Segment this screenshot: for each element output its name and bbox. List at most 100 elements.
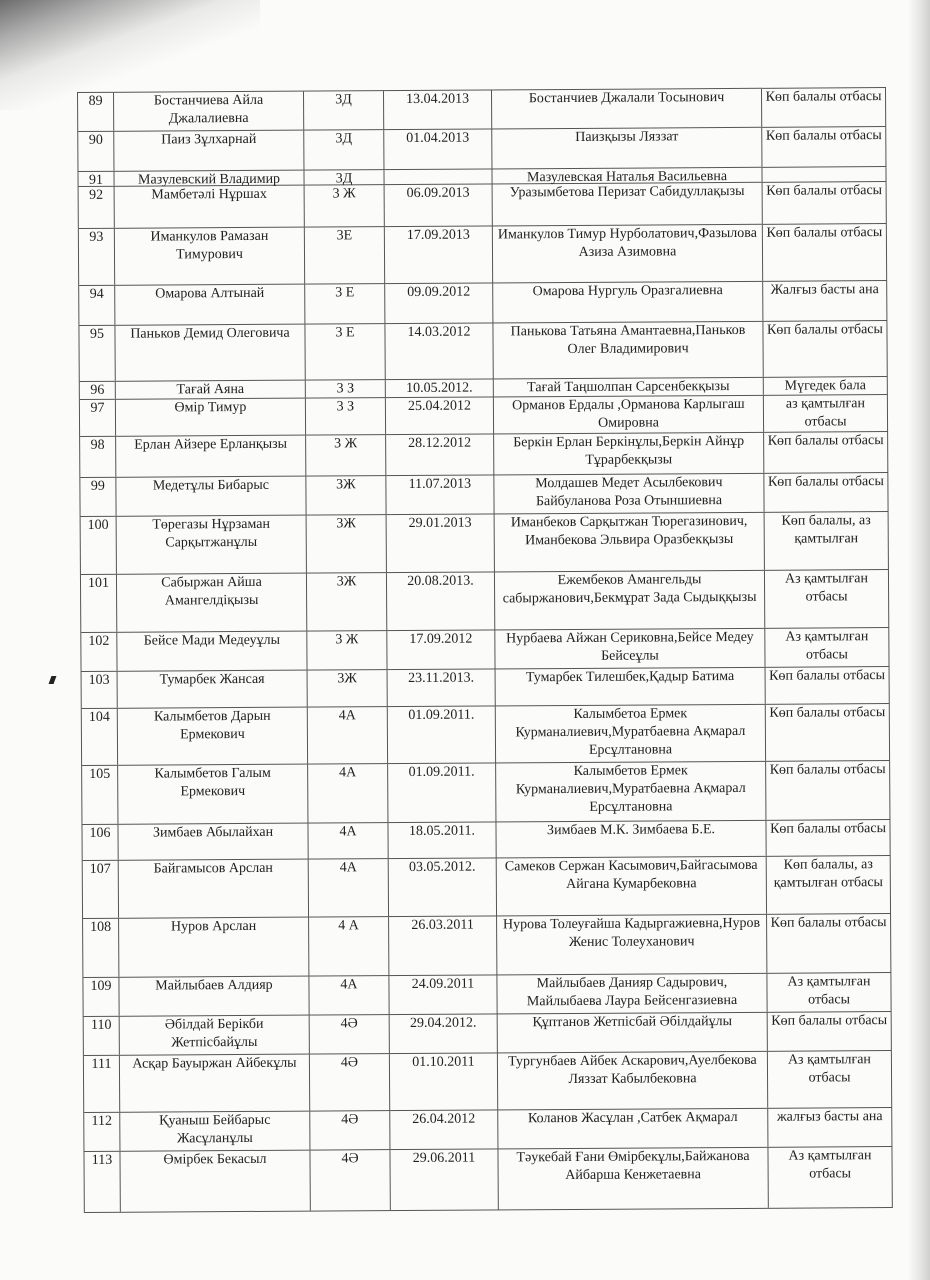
family-status-cell: Көп балалы отбасы: [762, 182, 887, 224]
family-status-cell: Жалғыз басты ана: [763, 281, 888, 321]
birth-date-cell: 23.11.2013.: [387, 669, 496, 707]
row-number-cell: 108: [83, 918, 120, 977]
class-cell: 4А: [309, 976, 390, 1015]
class-cell: 3 Ж: [307, 631, 388, 670]
student-name-cell: Омарова Алтынай: [115, 284, 306, 325]
family-status-cell: Көп балалы отбасы: [762, 127, 887, 167]
parents-cell: Калымбетов Ермек Курманалиевич,Муратбаев…: [496, 761, 767, 822]
class-cell: 4А: [307, 707, 389, 764]
row-number-cell: 113: [84, 1151, 121, 1212]
parents-cell: Панькова Татьяна Амантаевна,Паньков Олег…: [493, 321, 764, 379]
table-row: 100 Төрегазы Нұрзаман Сарқытжанұлы 3Ж 29.01…: [80, 512, 889, 575]
class-cell: 3Ж: [306, 573, 388, 631]
family-status-cell: Көп балалы, аз қамтылған: [764, 512, 889, 570]
table-row: 111 Асқар Бауыржан Айбекұлы 4Ә 01.10.2011 Ту…: [83, 1051, 893, 1113]
class-cell: 3Ж: [306, 476, 387, 515]
birth-date-cell: 29.06.2011: [390, 1149, 499, 1211]
student-name-cell: Бостанчиева Айла Джалалиевна: [114, 91, 305, 131]
student-name-cell: Ерлан Айзере Ерланқызы: [116, 435, 307, 477]
table-row: 109 Майлыбаев Алдияр 4А 24.09.2011 Майлыбаев…: [83, 973, 892, 1017]
table-row: 106 Зимбаев Абылайхан 4А 18.05.2011. Зимбаев…: [82, 820, 891, 861]
family-status-cell: Көп балалы отбасы: [763, 321, 888, 377]
class-cell: 4Ә: [310, 1150, 391, 1211]
row-number-cell: 90: [78, 131, 115, 171]
row-number-cell: 97: [79, 399, 117, 436]
row-number-cell: 89: [78, 92, 115, 131]
row-number-cell: 110: [83, 1016, 120, 1055]
student-name-cell: Зимбаев Абылайхан: [118, 823, 309, 860]
birth-date-cell: 01.09.2011.: [388, 763, 497, 823]
parents-cell: Омарова Нургуль Оразгалиевна: [493, 281, 764, 323]
birth-date-cell: 25.04.2012: [385, 397, 495, 435]
family-status-cell: Аз қамтылған отбасы: [764, 570, 890, 628]
family-status-cell: аз қамтылған отбасы: [763, 395, 889, 432]
parents-cell: Тургунбаев Айбек Аскарович,Ауелбекова Ля…: [497, 1051, 769, 1110]
family-status-cell: жалғыз басты ана: [768, 1108, 893, 1147]
birth-date-cell: 01.04.2013: [384, 129, 493, 170]
student-name-cell: Байгамысов Арслан: [118, 859, 310, 918]
class-cell: 3 Е: [305, 284, 386, 324]
family-status-cell: Көп балалы отбасы: [764, 432, 889, 473]
class-cell: 4Ә: [309, 1015, 390, 1054]
parents-cell: Мазулевская Наталья Васильевна: [492, 167, 763, 185]
table-row: 89 Бостанчиева Айла Джалалиевна 3Д 13.04.20…: [78, 88, 887, 132]
parents-cell: Иманбеков Сарқытжан Тюрегазинович, Иманб…: [494, 512, 765, 572]
class-cell: 3 З: [305, 398, 387, 435]
parents-cell: Құптанов Жетпісбай Әбілдайұлы: [497, 1012, 768, 1053]
row-number-cell: 99: [80, 477, 117, 516]
class-cell: 3Е: [304, 227, 386, 284]
family-status-cell: Көп балалы отбасы: [765, 704, 891, 761]
student-name-cell: Иманкулов Рамазан Тимурович: [114, 227, 306, 285]
student-name-cell: Төрегазы Нұрзаман Сарқытжанұлы: [116, 515, 307, 574]
table-row: 103 Тумарбек Жансая 3Ж 23.11.2013. Тумарбек …: [81, 667, 890, 709]
row-number-cell: 111: [83, 1055, 121, 1112]
student-name-cell: Мамбетәлі Нұршах: [114, 185, 305, 228]
student-name-cell: Мазулевский Владимир: [114, 170, 305, 188]
row-number-cell: 91: [78, 171, 115, 188]
family-status-cell: Аз қамтылған отбасы: [767, 973, 892, 1012]
family-status-cell: Көп балалы отбасы: [765, 667, 890, 704]
table-row: 94 Омарова Алтынай 3 Е 09.09.2012 Омарова Ну…: [79, 281, 888, 326]
parents-cell: Орманов Ердалы ,Орманова Карлыгаш Омиров…: [493, 395, 765, 434]
parents-cell: Иманкулов Тимур Нурболатович,Фазылова Аз…: [492, 224, 764, 283]
row-number-cell: 93: [78, 228, 116, 285]
row-number-cell: 104: [81, 708, 119, 765]
class-cell: 3 Ж: [304, 185, 385, 227]
class-cell: 4Ә: [309, 1054, 391, 1111]
table-row: 108 Нуров Арслан 4 А 26.03.2011 Нурова Толеу…: [83, 914, 892, 978]
table-row: 97 Өмір Тимур 3 З 25.04.2012 Орманов Ердалы …: [79, 395, 889, 437]
parents-cell: Уразымбетова Перизат Сабидуллақызы: [492, 182, 763, 226]
parents-cell: Молдашев Медет Асылбекович Байбуланова Р…: [494, 473, 765, 514]
birth-date-cell: 29.01.2013: [386, 514, 495, 573]
family-status-cell: Көп балалы отбасы: [767, 1012, 892, 1051]
scan-speck: [48, 676, 57, 684]
student-name-cell: Нуров Арслан: [119, 917, 310, 977]
class-cell: 3 Е: [305, 324, 386, 380]
parents-cell: Коланов Жасұлан ,Сатбек Ақмарал: [498, 1108, 769, 1149]
parents-cell: Беркін Ерлан Беркінұлы,Беркін Айнұр Тұра…: [494, 432, 765, 475]
row-number-cell: 106: [82, 824, 119, 860]
table-row: 113 Өмірбек Бекасыл 4Ә 29.06.2011 Тәукебай Ғ…: [84, 1147, 893, 1213]
family-status-cell: Мүгедек бала: [763, 377, 888, 395]
parents-cell: Ежембеков Амангельды сабыржанович,Бекмұр…: [494, 570, 766, 630]
parents-cell: Тумарбек Тилешбек,Қадыр Батима: [495, 667, 766, 706]
parents-cell: Майлыбаев Данияр Садырович, Майлыбаева Л…: [497, 973, 768, 1014]
table-row: 95 Паньков Демид Олеговича 3 Е 14.03.2012 Па…: [79, 321, 888, 382]
table-row: 107 Байгамысов Арслан 4А 03.05.2012. Самеков…: [82, 856, 892, 919]
birth-date-cell: 01.09.2011.: [387, 706, 497, 764]
family-status-cell: Көп балалы отбасы: [766, 820, 891, 856]
family-status-cell: Көп балалы отбасы: [761, 88, 887, 127]
student-name-cell: Калымбетов Галым Ермекович: [118, 764, 309, 824]
row-number-cell: 105: [82, 765, 119, 824]
birth-date-cell: 14.03.2012: [385, 323, 494, 380]
scan-edge: [908, 0, 930, 1280]
row-number-cell: 109: [83, 977, 120, 1016]
row-number-cell: 96: [79, 381, 116, 399]
table-row: 92 Мамбетәлі Нұршах 3 Ж 06.09.2013 Уразымбет…: [78, 182, 887, 229]
birth-date-cell: 17.09.2013: [384, 226, 494, 284]
student-name-cell: Тағай Аяна: [115, 380, 306, 399]
birth-date-cell: 03.05.2012.: [388, 858, 498, 917]
birth-date-cell: 06.09.2013: [384, 184, 493, 227]
table-row: 101 Сабыржан Айша Амангелдіқызы 3Ж 20.08.20…: [80, 570, 890, 633]
class-cell: 3 З: [305, 380, 386, 398]
